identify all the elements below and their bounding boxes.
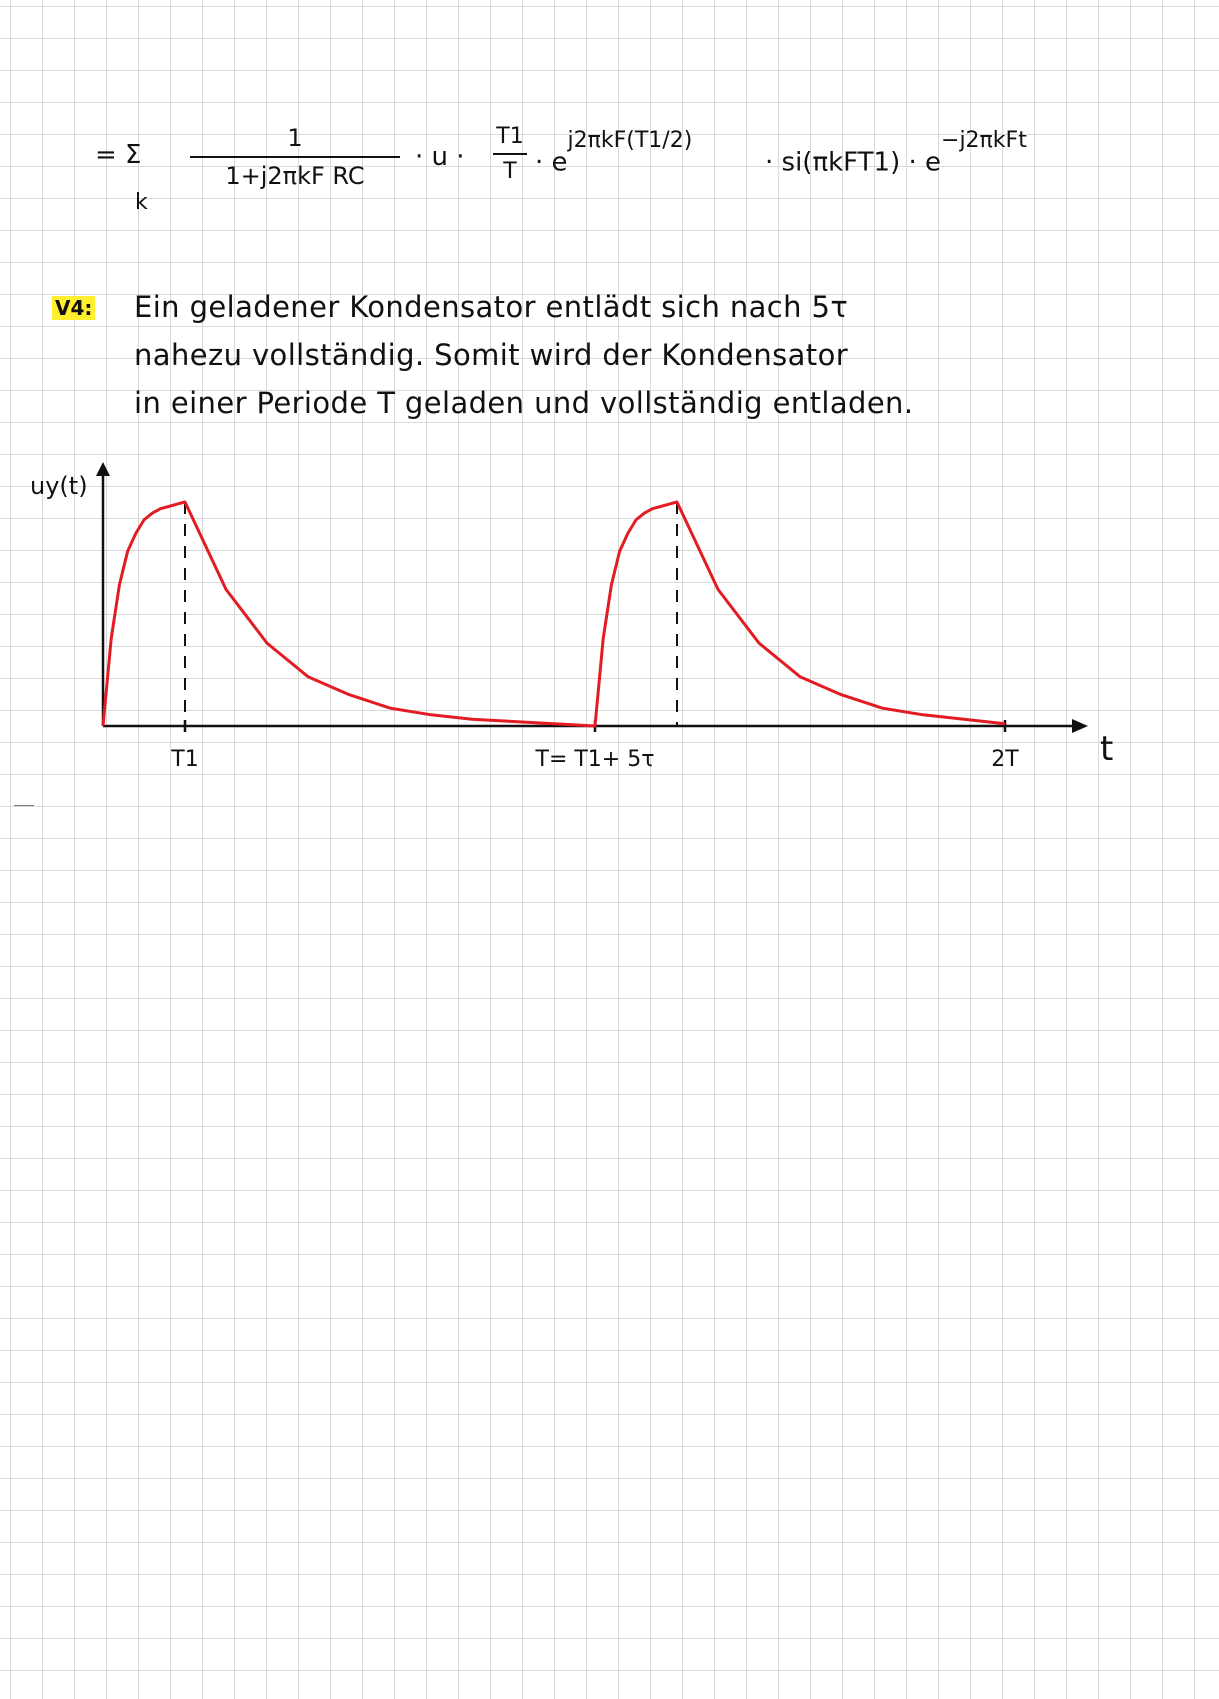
formula-e-exponent: j2πkF(T1/2)	[567, 128, 693, 153]
plot-axes	[96, 462, 1088, 733]
voltage-plot: uy(t) t T1 T= T1+ 5τ 2T	[30, 462, 1113, 772]
formula-exp-term: · ej2πkF(T1/2)	[535, 128, 692, 178]
formula: = Σ k 1 1+j2πkF RC · u · T1 T · ej2πkF(T…	[95, 120, 1195, 230]
y-axis-arrow-icon	[96, 462, 110, 476]
formula-fraction-2-denominator: T	[503, 159, 517, 184]
y-axis-label: uy(t)	[30, 472, 88, 500]
voltage-curve	[101, 500, 1006, 728]
x-tick-label-2: T= T1+ 5τ	[535, 747, 655, 772]
x-tick-label-3: 2T	[991, 747, 1019, 772]
formula-si-base: · si(πkFT1) · e	[765, 147, 942, 178]
task-line-2: nahezu vollständig. Somit wird der Konde…	[134, 338, 849, 372]
formula-e-base: · e	[535, 147, 568, 178]
formula-si-term: · si(πkFT1) · e−j2πkFt	[765, 128, 1027, 178]
formula-u-factor: · u ·	[415, 142, 465, 172]
formula-fraction-1-numerator: 1	[287, 124, 303, 152]
task-line-1: Ein geladener Kondensator entlädt sich n…	[134, 290, 849, 324]
x-axis-label: t	[1100, 729, 1113, 769]
formula-sum-sign: = Σ	[95, 140, 142, 170]
formula-fraction-1: 1 1+j2πkF RC	[190, 124, 400, 190]
formula-sum-index: k	[135, 190, 148, 215]
formula-fraction-2-bar	[493, 153, 527, 155]
formula-si-exponent: −j2πkFt	[941, 128, 1027, 153]
x-tick-label-1: T1	[170, 747, 198, 772]
formula-fraction-1-denominator: 1+j2πkF RC	[225, 162, 365, 190]
x-ticks: T1 T= T1+ 5τ 2T	[170, 720, 1019, 772]
dashed-markers	[184, 502, 678, 726]
margin-mark	[14, 805, 34, 806]
task-line-3: in einer Periode T geladen und vollständ…	[134, 386, 914, 420]
formula-fraction-2-numerator: T1	[496, 124, 524, 149]
formula-fraction-1-bar	[190, 156, 400, 158]
x-axis-arrow-icon	[1072, 719, 1088, 733]
formula-fraction-2: T1 T	[493, 124, 527, 184]
task-tag: V4:	[52, 296, 96, 320]
